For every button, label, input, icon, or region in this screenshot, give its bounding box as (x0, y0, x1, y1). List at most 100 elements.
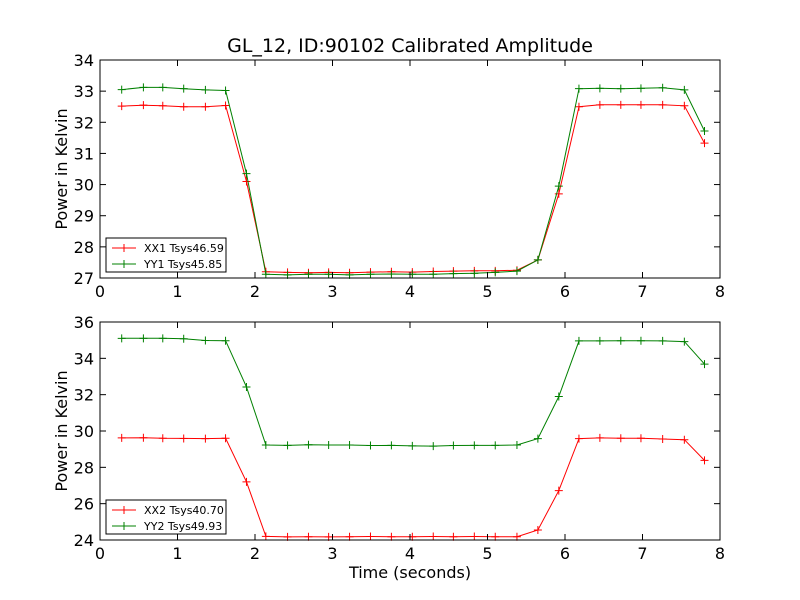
data-point-marker (429, 442, 438, 451)
data-point-marker (554, 182, 563, 191)
legend-box (105, 499, 227, 535)
data-point-marker (221, 101, 230, 110)
x-tick-label: 4 (405, 544, 415, 563)
y-tick-label: 31 (74, 144, 94, 163)
data-point-marker (139, 83, 148, 92)
y-tick-label: 28 (74, 458, 94, 477)
y-tick-label: 34 (74, 349, 94, 368)
data-point-marker (616, 100, 625, 109)
data-point-marker (201, 102, 210, 111)
data-point-marker (366, 270, 375, 279)
x-tick-label: 8 (715, 544, 725, 563)
legend-marker (120, 244, 128, 252)
data-point-marker (429, 532, 438, 541)
data-point-marker (158, 334, 167, 343)
data-point-marker (201, 85, 210, 94)
data-point-marker (324, 440, 333, 449)
data-point-marker (449, 532, 458, 541)
y-tick-label: 33 (74, 82, 94, 101)
x-tick-label: 7 (637, 282, 647, 301)
data-point-marker (700, 360, 709, 369)
legend-label: XX1 Tsys46.59 (144, 242, 224, 255)
data-point-marker (470, 441, 479, 450)
x-tick-label: 0 (95, 544, 105, 563)
data-point-marker (512, 440, 521, 449)
x-tick-label: 1 (172, 544, 182, 563)
x-tick-label: 8 (715, 282, 725, 301)
data-point-marker (554, 392, 563, 401)
legend-label: YY1 Tsys45.85 (143, 258, 222, 271)
data-point-marker (449, 269, 458, 278)
data-point-marker (304, 270, 313, 279)
data-point-marker (700, 456, 709, 465)
data-point-marker (179, 102, 188, 111)
y-axis-label-top: Power in Kelvin (52, 108, 71, 229)
data-point-marker (117, 85, 126, 94)
data-point-marker (242, 477, 251, 486)
data-point-marker (680, 101, 689, 110)
data-point-marker (283, 441, 292, 450)
y-tick-label: 32 (74, 113, 94, 132)
data-point-marker (554, 486, 563, 495)
data-point-marker (261, 440, 270, 449)
data-point-marker (595, 84, 604, 93)
y-tick-label: 30 (74, 176, 94, 195)
y-tick-label: 32 (74, 386, 94, 405)
legend-marker (120, 522, 128, 530)
data-point-marker (658, 434, 667, 443)
series-line-2-2 (121, 337, 705, 447)
data-point-marker (449, 441, 458, 450)
data-point-marker (179, 434, 188, 443)
y-tick-label: 28 (74, 238, 94, 257)
data-point-marker (595, 433, 604, 442)
data-point-marker (158, 83, 167, 92)
data-point-marker (179, 334, 188, 343)
legend-label: XX2 Tsys40.70 (144, 504, 224, 517)
data-point-marker (616, 434, 625, 443)
data-point-marker (533, 434, 542, 443)
legend-box (105, 237, 227, 273)
x-tick-label: 6 (560, 544, 570, 563)
data-point-marker (658, 100, 667, 109)
data-point-marker (366, 441, 375, 450)
legend: XX1 Tsys46.59 YY1 Tsys45.85 (105, 237, 227, 273)
data-point-marker (700, 127, 709, 136)
y-tick-label: 34 (74, 51, 94, 70)
data-point-marker (221, 434, 230, 443)
legend: XX2 Tsys40.70 YY2 Tsys49.93 (105, 499, 227, 535)
data-point-marker (158, 101, 167, 110)
legend-marker (120, 260, 128, 268)
data-point-marker (680, 337, 689, 346)
chart-title: GL_12, ID:90102 Calibrated Amplitude (227, 35, 593, 57)
data-point-marker (533, 526, 542, 535)
data-point-marker (387, 441, 396, 450)
x-tick-label: 5 (482, 282, 492, 301)
data-point-marker (700, 139, 709, 148)
data-point-marker (491, 532, 500, 541)
data-point-marker (512, 267, 521, 276)
data-point-marker (595, 336, 604, 345)
data-point-marker (429, 270, 438, 279)
data-point-marker (221, 86, 230, 95)
top-panel: GL_12, ID:90102 Calibrated Amplitude Pow… (52, 35, 725, 301)
data-point-marker (242, 383, 251, 392)
x-tick-label: 0 (95, 282, 105, 301)
y-tick-label: 36 (74, 313, 94, 332)
data-point-marker (574, 336, 583, 345)
data-point-marker (658, 83, 667, 92)
x-tick-label: 4 (405, 282, 415, 301)
y-axis-label-bottom: Power in Kelvin (52, 370, 71, 491)
x-tick-label: 2 (250, 544, 260, 563)
data-point-marker (636, 100, 645, 109)
x-tick-label: 7 (637, 544, 647, 563)
data-point-marker (345, 440, 354, 449)
data-point-marker (616, 84, 625, 93)
data-point-marker (324, 270, 333, 279)
legend-label: YY2 Tsys49.93 (143, 520, 222, 533)
data-point-marker (221, 336, 230, 345)
x-tick-label: 3 (327, 544, 337, 563)
data-point-marker (470, 532, 479, 541)
data-point-marker (636, 84, 645, 93)
